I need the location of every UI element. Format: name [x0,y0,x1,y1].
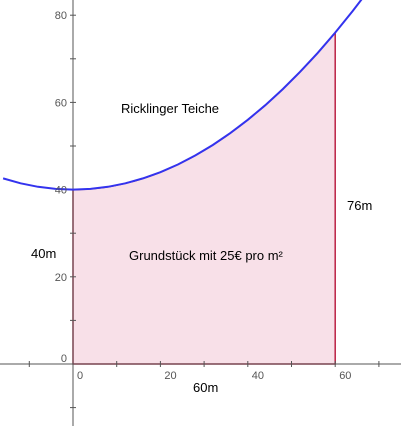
left-side-length-label: 40m [31,246,56,261]
tick-labels: 0 20 40 60 0 20 40 60 80 [55,10,352,382]
x-tick-label: 40 [252,370,264,382]
parcel-label: Grundstück mit 25€ pro m² [129,248,284,263]
land-parcel-region [72,30,336,365]
x-tick-label: 20 [164,370,176,382]
x-tick-label: 0 [77,370,83,382]
y-tick-label: 0 [61,353,67,365]
y-tick-label: 40 [55,185,67,197]
y-tick-label: 20 [55,272,67,284]
right-side-length-label: 76m [347,198,372,213]
bottom-side-length-label: 60m [193,380,218,395]
lake-shore-curve [2,0,363,191]
lake-label: Ricklinger Teiche [121,101,219,116]
y-tick-label: 80 [55,10,67,22]
x-tick-label: 60 [339,370,351,382]
y-tick-label: 60 [55,97,67,109]
